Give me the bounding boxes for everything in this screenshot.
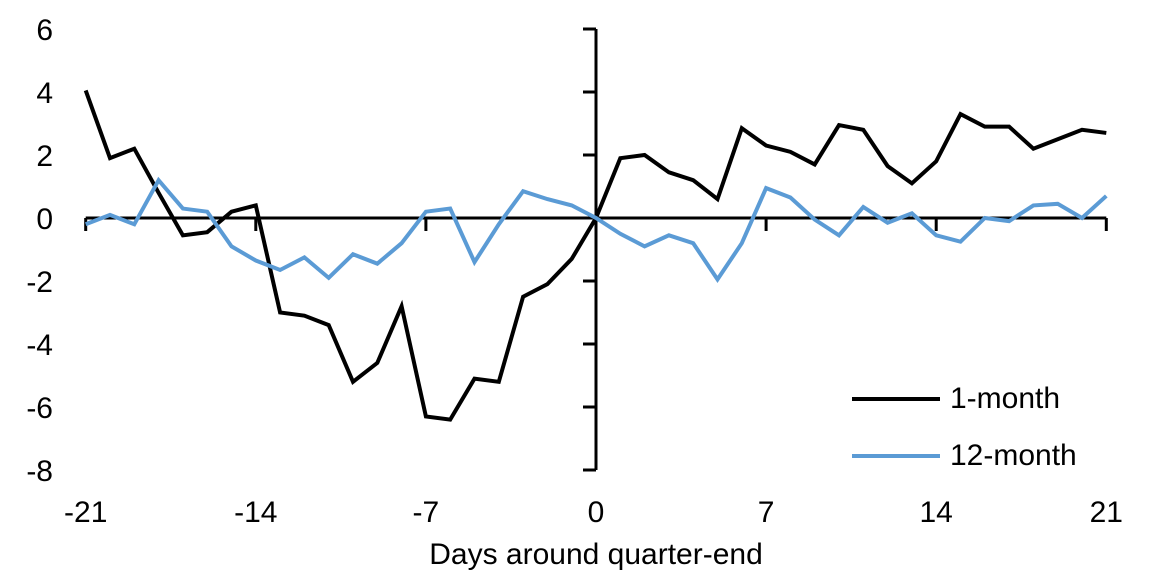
y-axis-tick-label: -4 (26, 329, 53, 362)
series-line-12-month (84, 176, 1108, 284)
legend: 1-month 12-month (852, 381, 1077, 495)
x-axis-title: Days around quarter-end (429, 538, 763, 571)
y-axis-tick-label: 4 (36, 77, 53, 110)
legend-label: 12-month (950, 439, 1077, 472)
y-axis-tick-label: -6 (26, 392, 53, 425)
legend-line-swatch-black (852, 397, 940, 401)
x-axis-tick-label: 0 (588, 496, 605, 529)
x-axis-tick-label: -14 (234, 496, 277, 529)
y-axis-tick-label: 6 (36, 14, 53, 47)
x-axis-tick-label: 14 (920, 496, 953, 529)
x-axis-tick-label: -7 (413, 496, 440, 529)
y-axis-tick-label: -8 (26, 455, 53, 488)
x-axis-tick-label: 7 (758, 496, 775, 529)
y-axis-tick-label: 2 (36, 140, 53, 173)
legend-item-1-month: 1-month (852, 381, 1077, 417)
x-axis-tick-label: 21 (1090, 496, 1123, 529)
y-axis-tick-label: -2 (26, 266, 53, 299)
legend-label: 1-month (950, 382, 1061, 415)
x-axis-tick-label: -21 (64, 496, 107, 529)
legend-line-swatch-blue (852, 454, 940, 458)
legend-item-12-month: 12-month (852, 438, 1077, 474)
y-axis-tick-label: 0 (36, 203, 53, 236)
